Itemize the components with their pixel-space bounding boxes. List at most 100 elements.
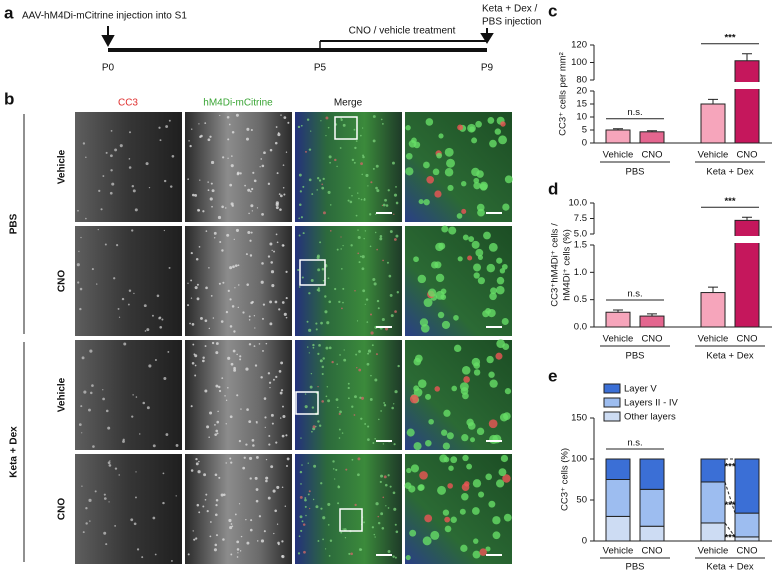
cell: [376, 299, 380, 303]
cell: [240, 535, 243, 538]
cell: [472, 479, 482, 488]
cell: [395, 186, 397, 188]
cell: [159, 139, 162, 142]
cell: [105, 409, 109, 413]
cell: [325, 395, 328, 398]
cell: [486, 355, 494, 364]
cell: [273, 250, 276, 253]
cell: [376, 189, 380, 193]
cell: [276, 241, 279, 244]
cell: [191, 323, 195, 326]
cell: [471, 240, 480, 249]
cell: [393, 213, 395, 215]
cell: [133, 292, 135, 295]
cell: [274, 509, 277, 513]
cell: [307, 346, 309, 348]
x-tick-label: CNO: [641, 150, 662, 161]
cell: [384, 483, 388, 487]
cell: [315, 505, 319, 509]
error-bar: [647, 313, 657, 317]
y-axis-label: hM4Di⁺ cells (%): [562, 229, 573, 301]
cell: [250, 231, 253, 234]
cell: [486, 263, 496, 273]
cell: [92, 445, 95, 448]
cell: [260, 539, 265, 543]
cell: [259, 166, 261, 168]
cell: [119, 144, 123, 148]
cell: [230, 461, 233, 464]
cell: [100, 208, 103, 211]
cell: [406, 428, 415, 437]
cell: [363, 198, 366, 201]
cell: [252, 171, 255, 174]
cell: [351, 158, 355, 162]
cell: [239, 358, 242, 361]
panel-label: c: [548, 1, 557, 20]
group-label: Keta + Dex: [706, 167, 754, 178]
cell: [361, 127, 364, 129]
cell: [275, 441, 278, 444]
cell: [189, 322, 191, 325]
cell: [439, 454, 448, 463]
micrograph: [185, 226, 292, 336]
cell: [327, 190, 331, 194]
cell: [390, 314, 394, 318]
cell: [277, 543, 280, 546]
error-bar: [613, 128, 623, 130]
cell: [419, 471, 428, 480]
cell: [90, 391, 93, 395]
error-bar: [708, 98, 718, 104]
cell: [275, 233, 278, 236]
cell: [321, 183, 324, 186]
cell: [358, 368, 362, 372]
cell: [194, 286, 198, 290]
cell: [345, 468, 348, 471]
cell: [461, 483, 470, 491]
cell: [206, 510, 209, 513]
cell: [190, 405, 193, 408]
cell: [268, 381, 272, 384]
cell: [279, 391, 283, 395]
cell: [208, 327, 211, 330]
cell: [424, 514, 433, 523]
cell: [440, 288, 447, 295]
cell: [301, 520, 304, 523]
cell: [436, 152, 443, 159]
cell: [144, 330, 147, 332]
cell: [354, 289, 356, 292]
cell: [338, 428, 341, 431]
cell: [384, 198, 387, 202]
column-header: Merge: [334, 98, 363, 109]
cell: [152, 516, 156, 520]
cell: [209, 521, 212, 523]
cell: [217, 410, 219, 413]
cell: [485, 546, 491, 552]
cell: [233, 368, 237, 372]
cell: [473, 182, 481, 190]
cell: [190, 279, 193, 282]
cell: [248, 343, 252, 346]
cell: [318, 344, 321, 347]
cell: [311, 193, 314, 195]
cell: [310, 278, 314, 282]
cell: [489, 292, 497, 301]
cell: [423, 298, 433, 308]
cell: [340, 236, 342, 238]
cell: [154, 553, 157, 556]
cell: [261, 164, 265, 168]
cell: [243, 456, 246, 459]
cell: [282, 187, 285, 189]
cell: [391, 406, 394, 410]
cell: [198, 511, 201, 514]
micrograph: [75, 226, 182, 336]
cell: [168, 266, 171, 269]
cell: [216, 420, 220, 424]
cell: [209, 135, 212, 138]
cell: [362, 289, 366, 293]
cell: [280, 361, 284, 365]
cell: [96, 283, 98, 285]
cell: [394, 390, 398, 394]
cell: [304, 505, 307, 508]
cell: [227, 138, 230, 141]
